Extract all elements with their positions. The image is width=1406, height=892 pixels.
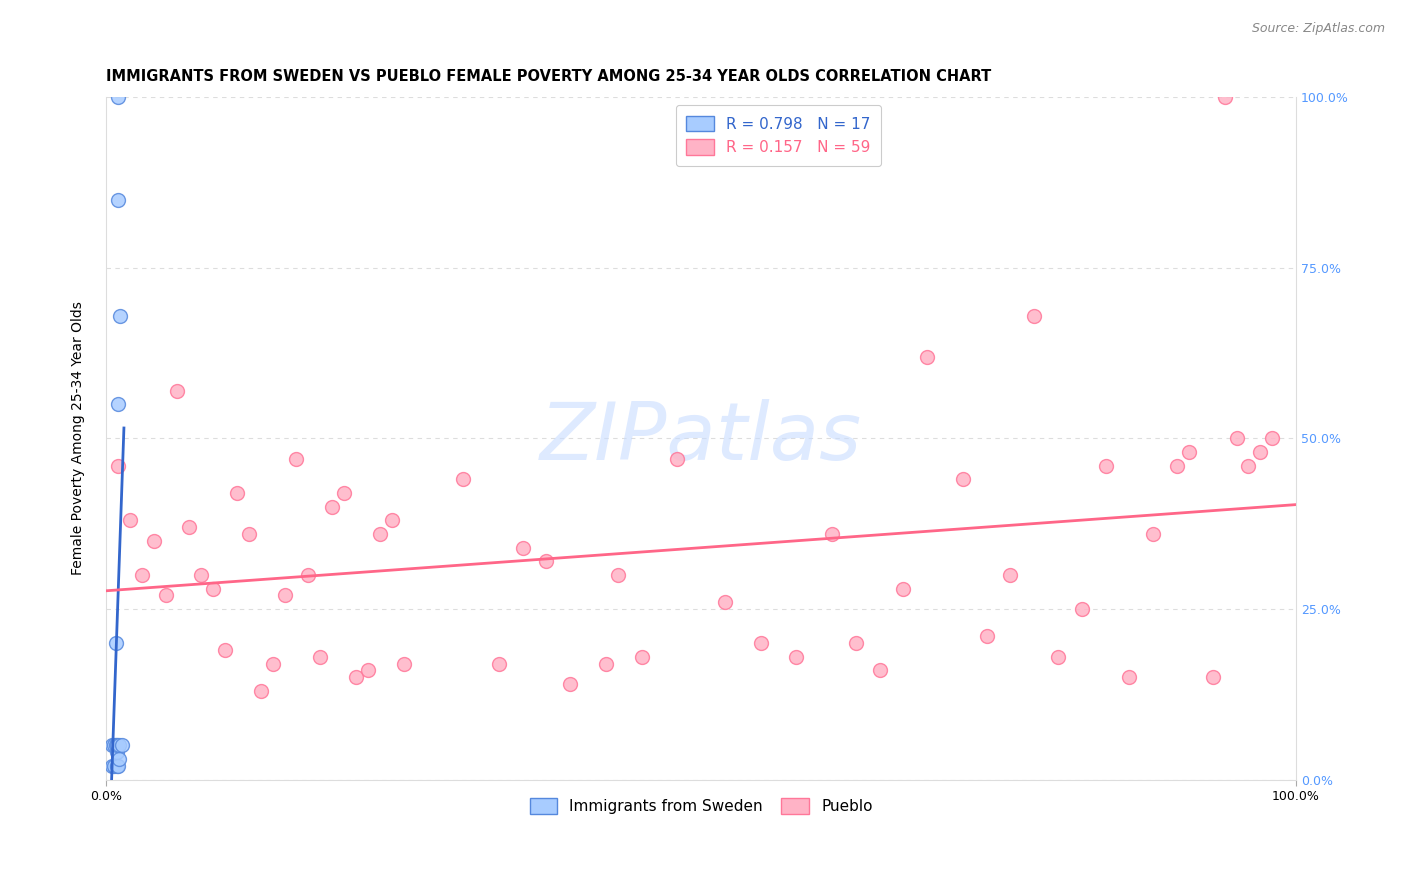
- Point: [595, 657, 617, 671]
- Text: IMMIGRANTS FROM SWEDEN VS PUEBLO FEMALE POVERTY AMONG 25-34 YEAR OLDS CORRELATIO: IMMIGRANTS FROM SWEDEN VS PUEBLO FEMALE …: [105, 69, 991, 84]
- Point: [560, 677, 582, 691]
- Point: [357, 664, 380, 678]
- Point: [1024, 309, 1046, 323]
- Point: [1213, 90, 1236, 104]
- Point: [1202, 670, 1225, 684]
- Point: [451, 472, 474, 486]
- Point: [142, 533, 165, 548]
- Point: [108, 752, 131, 766]
- Text: Source: ZipAtlas.com: Source: ZipAtlas.com: [1251, 22, 1385, 36]
- Point: [285, 451, 308, 466]
- Point: [226, 486, 249, 500]
- Point: [392, 657, 415, 671]
- Point: [1166, 458, 1188, 473]
- Point: [238, 527, 260, 541]
- Point: [118, 513, 141, 527]
- Point: [1000, 567, 1022, 582]
- Point: [249, 684, 271, 698]
- Point: [536, 554, 558, 568]
- Point: [488, 657, 510, 671]
- Point: [214, 643, 236, 657]
- Point: [630, 649, 652, 664]
- Point: [785, 649, 807, 664]
- Point: [309, 649, 332, 664]
- Point: [166, 384, 188, 398]
- Point: [1070, 602, 1092, 616]
- Point: [976, 629, 998, 643]
- Point: [105, 745, 128, 759]
- Point: [202, 582, 225, 596]
- Point: [262, 657, 284, 671]
- Point: [101, 759, 124, 773]
- Point: [190, 567, 212, 582]
- Point: [893, 582, 915, 596]
- Point: [1249, 445, 1271, 459]
- Text: ZIPatlas: ZIPatlas: [540, 400, 862, 477]
- Point: [714, 595, 737, 609]
- Point: [606, 567, 628, 582]
- Point: [273, 588, 295, 602]
- Point: [107, 193, 129, 207]
- Point: [110, 739, 132, 753]
- Point: [1237, 458, 1260, 473]
- Y-axis label: Female Poverty Among 25-34 Year Olds: Female Poverty Among 25-34 Year Olds: [72, 301, 86, 575]
- Point: [107, 458, 129, 473]
- Point: [333, 486, 356, 500]
- Point: [155, 588, 177, 602]
- Legend: Immigrants from Sweden, Pueblo: Immigrants from Sweden, Pueblo: [520, 789, 882, 823]
- Point: [104, 739, 127, 753]
- Point: [368, 527, 391, 541]
- Point: [1178, 445, 1201, 459]
- Point: [107, 759, 129, 773]
- Point: [845, 636, 868, 650]
- Point: [344, 670, 367, 684]
- Point: [952, 472, 974, 486]
- Point: [1118, 670, 1140, 684]
- Point: [297, 567, 319, 582]
- Point: [179, 520, 201, 534]
- Point: [321, 500, 343, 514]
- Point: [131, 567, 153, 582]
- Point: [103, 759, 125, 773]
- Point: [1226, 431, 1249, 445]
- Point: [107, 397, 129, 411]
- Point: [666, 451, 689, 466]
- Point: [105, 759, 128, 773]
- Point: [104, 636, 127, 650]
- Point: [821, 527, 844, 541]
- Point: [749, 636, 772, 650]
- Point: [869, 664, 891, 678]
- Point: [1047, 649, 1070, 664]
- Point: [107, 90, 129, 104]
- Point: [381, 513, 404, 527]
- Point: [108, 739, 131, 753]
- Point: [915, 350, 938, 364]
- Point: [1261, 431, 1284, 445]
- Point: [1142, 527, 1164, 541]
- Point: [1094, 458, 1116, 473]
- Point: [103, 739, 125, 753]
- Point: [512, 541, 534, 555]
- Point: [105, 739, 128, 753]
- Point: [101, 739, 124, 753]
- Point: [110, 309, 132, 323]
